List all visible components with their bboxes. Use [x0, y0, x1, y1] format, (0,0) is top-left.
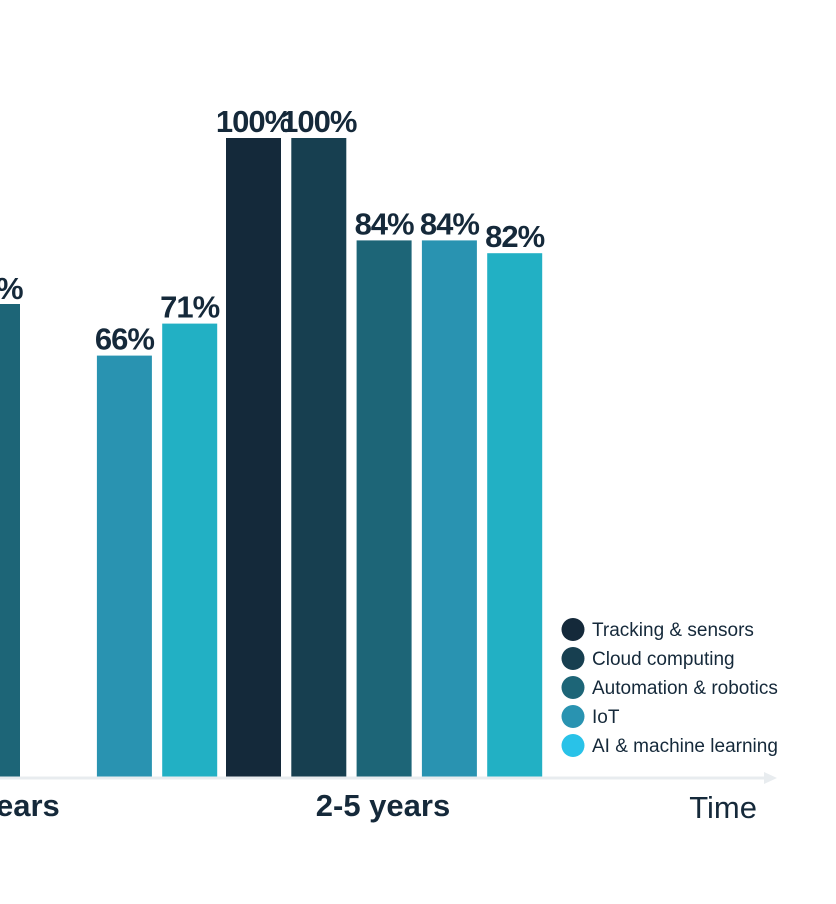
bar [487, 253, 543, 778]
legend: Tracking & sensors Cloud computing Autom… [561, 618, 778, 757]
legend-item: AI & machine learning [561, 734, 778, 757]
legend-swatch [561, 676, 585, 699]
data-label-partial: % [0, 271, 23, 306]
bar [356, 240, 412, 778]
legend-swatch [561, 734, 585, 757]
legend-label: IoT [592, 707, 620, 728]
bar [96, 355, 152, 778]
legend-label: Tracking & sensors [592, 620, 754, 641]
legend-label: AI & machine learning [592, 736, 778, 757]
legend-swatch [561, 647, 585, 670]
data-label: 71% [160, 290, 219, 325]
data-label: 82% [485, 219, 544, 254]
value-labels-layer: 66%71%100%100%84%84%82%% [0, 104, 546, 357]
category-label: 2-5 years [316, 788, 450, 823]
x-axis-title: Time [689, 790, 757, 825]
data-label: 100% [281, 104, 357, 139]
bar [421, 240, 477, 778]
bar-partial [0, 304, 20, 778]
legend-item: Tracking & sensors [561, 618, 754, 641]
bar [162, 323, 218, 778]
legend-swatch [561, 705, 585, 728]
category-label: ears [0, 788, 60, 823]
data-label: 100% [216, 104, 292, 139]
bar [226, 138, 281, 778]
bar [291, 138, 347, 778]
legend-item: Automation & robotics [561, 676, 778, 699]
data-label: 66% [95, 322, 154, 357]
legend-item: Cloud computing [561, 647, 735, 670]
bars-layer [0, 138, 543, 778]
legend-item: IoT [561, 705, 620, 728]
x-axis-arrow-icon [764, 772, 777, 784]
data-label: 84% [420, 206, 479, 241]
data-label: 84% [355, 206, 414, 241]
legend-swatch [561, 618, 585, 641]
legend-label: Automation & robotics [592, 678, 778, 699]
legend-label: Cloud computing [592, 649, 735, 670]
